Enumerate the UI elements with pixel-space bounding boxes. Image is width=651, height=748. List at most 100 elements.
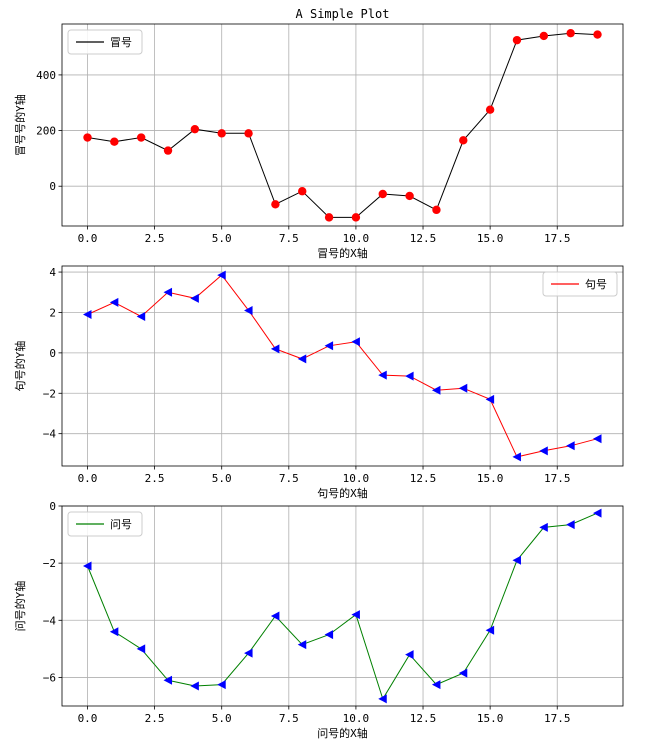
x-axis-label: 问号的X轴 — [317, 726, 368, 740]
data-point — [163, 675, 173, 685]
data-point — [217, 680, 226, 690]
y-tick-label: 4 — [49, 266, 56, 279]
y-tick-label: 0 — [49, 180, 56, 193]
data-point — [431, 680, 441, 690]
data-point — [378, 189, 387, 199]
y-tick-label: 200 — [36, 125, 56, 138]
data-point — [378, 694, 387, 704]
x-axis-label: 冒号的X轴 — [317, 246, 368, 260]
data-point — [298, 187, 307, 196]
x-tick-label: 15.0 — [477, 472, 504, 485]
data-point — [83, 561, 92, 571]
x-tick-label: 17.5 — [544, 472, 571, 485]
x-tick-label: 5.0 — [212, 232, 232, 245]
panel-2: 0.0 2.5 5.0 7.5 10.0 12.5 15.0 17.5 −4 −2 0 2 4 句号的X轴… — [13, 265, 624, 500]
y-tick-label: 400 — [36, 69, 56, 82]
data-point — [566, 441, 575, 451]
data-point — [244, 648, 253, 658]
data-point — [163, 146, 173, 155]
data-point — [109, 297, 119, 307]
data-point — [217, 129, 226, 138]
data-point — [83, 133, 92, 142]
panel-3: 0.0 2.5 5.0 7.5 10.0 12.5 15.0 17.5 −6 −4 −2 0 问号的X轴… — [13, 500, 624, 740]
data-point — [459, 136, 468, 145]
data-point — [190, 124, 200, 134]
legend: 句号 — [542, 271, 618, 297]
x-tick-label: 10.0 — [343, 712, 370, 725]
data-point — [297, 354, 307, 364]
data-point — [190, 681, 199, 691]
series-line — [87, 32, 598, 218]
data-point — [110, 137, 119, 146]
x-tick-label: 5.0 — [212, 472, 232, 485]
data-point — [593, 30, 602, 39]
x-tick-label: 12.5 — [410, 712, 437, 725]
x-tick-label: 0.0 — [78, 232, 98, 245]
y-tick-label: 0 — [49, 500, 56, 513]
data-point — [458, 383, 468, 393]
axes-frame — [61, 265, 624, 467]
data-point — [324, 213, 334, 222]
legend-box — [67, 29, 143, 55]
x-tick-label: 15.0 — [477, 712, 504, 725]
series-line — [87, 274, 598, 458]
y-axis-label: 问号的Y轴 — [13, 581, 27, 632]
data-point — [512, 35, 522, 45]
x-tick-label: 2.5 — [145, 232, 165, 245]
data-point — [512, 452, 521, 462]
legend: 冒号 — [67, 29, 143, 55]
data-point — [297, 640, 307, 650]
data-point — [190, 293, 199, 303]
x-tick-label: 7.5 — [279, 472, 299, 485]
data-point — [136, 312, 146, 322]
x-tick-label: 0.0 — [78, 472, 98, 485]
data-point — [566, 28, 575, 38]
axes-frame — [61, 23, 624, 227]
data-point — [270, 611, 280, 621]
data-point — [83, 309, 92, 319]
legend-box — [542, 271, 618, 297]
data-point — [324, 630, 334, 640]
data-point — [271, 200, 280, 209]
x-tick-label: 5.0 — [212, 712, 232, 725]
data-point — [485, 625, 495, 635]
data-point — [351, 213, 361, 222]
x-tick-label: 12.5 — [410, 232, 437, 245]
data-point — [351, 610, 360, 620]
y-tick-label: −4 — [43, 428, 57, 441]
y-tick-label: 0 — [49, 347, 56, 360]
x-tick-label: 12.5 — [410, 472, 437, 485]
x-tick-label: 17.5 — [544, 712, 571, 725]
data-point — [324, 341, 334, 351]
legend-label: 冒号 — [110, 36, 132, 49]
y-tick-label: −4 — [43, 614, 57, 627]
x-tick-label: 17.5 — [544, 232, 571, 245]
y-axis-label: 冒号号的Y轴 — [13, 94, 27, 156]
x-tick-label: 2.5 — [145, 472, 165, 485]
chart-title: A Simple Plot — [296, 7, 390, 21]
data-point — [539, 446, 548, 456]
y-tick-label: −6 — [43, 671, 56, 684]
data-point — [136, 133, 146, 142]
x-axis-label: 句号的X轴 — [317, 486, 368, 500]
x-tick-label: 0.0 — [78, 712, 98, 725]
data-point — [432, 205, 441, 215]
panel-1: 0.0 2.5 5.0 7.5 10.0 12.5 15.0 17.5 0 200 400 冒号的X轴… — [13, 7, 624, 260]
data-point — [593, 434, 602, 444]
y-tick-label: −2 — [43, 387, 56, 400]
y-axis-label: 句号的Y轴 — [13, 341, 27, 392]
data-point — [405, 371, 414, 381]
x-tick-label: 7.5 — [279, 232, 299, 245]
data-point — [109, 627, 119, 637]
legend-label: 问号 — [110, 518, 132, 531]
data-point — [458, 668, 468, 678]
data-point — [163, 287, 173, 297]
x-tick-label: 10.0 — [343, 472, 370, 485]
legend-box — [67, 511, 143, 537]
x-tick-label: 7.5 — [279, 712, 299, 725]
data-point — [217, 270, 226, 280]
data-point — [539, 522, 548, 532]
data-point — [244, 305, 253, 315]
data-point — [539, 31, 549, 41]
